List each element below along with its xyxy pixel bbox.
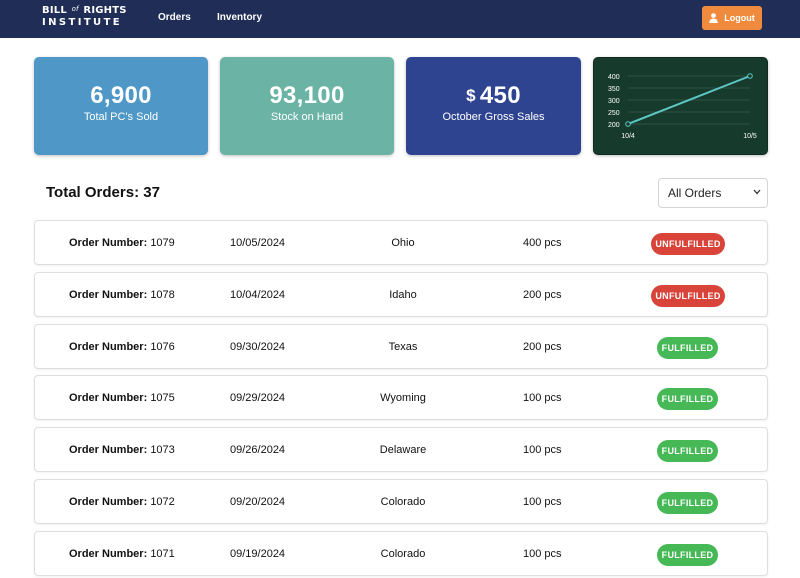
order-state: Wyoming	[380, 392, 426, 404]
status-badge: FULFILLED	[657, 388, 718, 410]
chart-y-tick-label: 300	[608, 98, 620, 105]
order-quantity: 200 pcs	[523, 289, 562, 301]
chart-x-tick-label: 10/4	[621, 133, 635, 140]
top-navbar: BILL of RIGHTS INSTITUTE Orders Inventor…	[0, 0, 800, 38]
order-filter-value: All Orders	[668, 186, 722, 200]
order-number: Order Number: 1076	[69, 341, 175, 353]
order-date: 09/20/2024	[230, 496, 286, 508]
order-number-value: 1076	[150, 341, 175, 353]
order-number: Order Number: 1079	[69, 237, 175, 249]
order-number-value: 1073	[150, 444, 175, 456]
chart-y-tick-label: 200	[608, 122, 620, 129]
order-number: Order Number: 1072	[69, 496, 175, 508]
logout-label: Logout	[724, 13, 755, 23]
status-badge: FULFILLED	[657, 440, 718, 462]
chart-y-tick-label: 350	[608, 86, 620, 93]
order-quantity: 200 pcs	[523, 341, 562, 353]
order-date: 09/26/2024	[230, 444, 286, 456]
order-filter-select[interactable]: All Orders	[658, 178, 768, 208]
order-number: Order Number: 1075	[69, 392, 175, 404]
order-date: 09/19/2024	[230, 548, 286, 560]
order-number: Order Number: 1073	[69, 444, 175, 456]
order-date: 10/04/2024	[230, 289, 286, 301]
order-state: Idaho	[389, 289, 417, 301]
stat-label: October Gross Sales	[442, 111, 545, 123]
order-quantity: 400 pcs	[523, 237, 562, 249]
order-number-value: 1075	[150, 392, 175, 404]
stat-label: Stock on Hand	[270, 111, 344, 123]
order-number-value: 1078	[150, 289, 175, 301]
status-badge: FULFILLED	[657, 337, 718, 359]
stat-label: Total PC's Sold	[83, 111, 159, 123]
stat-card-stock-on-hand: 93,100 Stock on Hand	[220, 57, 394, 155]
order-number: Order Number: 1071	[69, 548, 175, 560]
order-number-label: Order Number:	[69, 289, 148, 301]
chart-series-line	[627, 75, 751, 125]
user-icon	[709, 13, 718, 23]
stat-card-gross-sales: $450 October Gross Sales	[406, 57, 581, 155]
chevron-down-icon	[753, 189, 761, 195]
order-quantity: 100 pcs	[523, 392, 562, 404]
order-row[interactable]: Order Number: 1078 10/04/2024 Idaho 200 pcs…	[34, 272, 768, 317]
order-number-value: 1071	[150, 548, 175, 560]
status-badge: FULFILLED	[657, 544, 718, 566]
order-number-value: 1079	[150, 237, 175, 249]
order-quantity: 100 pcs	[523, 548, 562, 560]
status-badge: UNFULFILLED	[651, 285, 725, 307]
status-badge: UNFULFILLED	[651, 233, 725, 255]
order-row[interactable]: Order Number: 1079 10/05/2024 Ohio 400 pcs U…	[34, 220, 768, 265]
stat-value: 450	[479, 82, 521, 109]
chart-x-tick-label: 10/5	[743, 133, 757, 140]
order-date: 10/05/2024	[230, 237, 286, 249]
order-number-label: Order Number:	[69, 392, 148, 404]
nav-link-orders[interactable]: Orders	[158, 12, 191, 23]
chart-y-tick-label: 250	[608, 110, 620, 117]
order-row[interactable]: Order Number: 1075 09/29/2024 Wyoming 100 p…	[34, 375, 768, 420]
order-quantity: 100 pcs	[523, 444, 562, 456]
order-state: Colorado	[380, 548, 426, 560]
order-number: Order Number: 1078	[69, 289, 175, 301]
chart-data-point	[625, 121, 631, 127]
order-number-label: Order Number:	[69, 548, 148, 560]
total-orders-heading: Total Orders: 37	[46, 184, 160, 201]
order-number-value: 1072	[150, 496, 175, 508]
order-number-label: Order Number:	[69, 496, 148, 508]
order-state: Ohio	[391, 237, 415, 249]
bill-of-rights-institute-logo[interactable]: BILL of RIGHTS INSTITUTE	[42, 5, 127, 28]
status-badge: FULFILLED	[657, 492, 718, 514]
stat-value: 6,900	[90, 82, 152, 109]
logout-button[interactable]: Logout	[702, 6, 762, 30]
order-number-label: Order Number:	[69, 237, 148, 249]
order-row[interactable]: Order Number: 1072 09/20/2024 Colorado 100 …	[34, 479, 768, 524]
currency-symbol: $	[466, 86, 476, 105]
order-state: Texas	[388, 341, 418, 353]
order-row[interactable]: Order Number: 1073 09/26/2024 Delaware 100 …	[34, 427, 768, 472]
order-date: 09/29/2024	[230, 392, 286, 404]
order-number-label: Order Number:	[69, 444, 148, 456]
order-quantity: 100 pcs	[523, 496, 562, 508]
order-row[interactable]: Order Number: 1076 09/30/2024 Texas 200 pcs…	[34, 324, 768, 369]
order-number-label: Order Number:	[69, 341, 148, 353]
order-row[interactable]: Order Number: 1071 09/19/2024 Colorado 100 …	[34, 531, 768, 576]
chart-data-point	[747, 73, 753, 79]
sales-line-chart-card: 400 350 300 250 200 10/4 10/5	[593, 57, 768, 155]
nav-link-inventory[interactable]: Inventory	[217, 12, 263, 23]
stat-card-pcs-sold: 6,900 Total PC's Sold	[34, 57, 208, 155]
stat-value: 93,100	[269, 82, 345, 109]
chart-y-tick-label: 400	[608, 74, 620, 81]
order-state: Delaware	[379, 444, 427, 456]
order-date: 09/30/2024	[230, 341, 286, 353]
order-state: Colorado	[380, 496, 426, 508]
